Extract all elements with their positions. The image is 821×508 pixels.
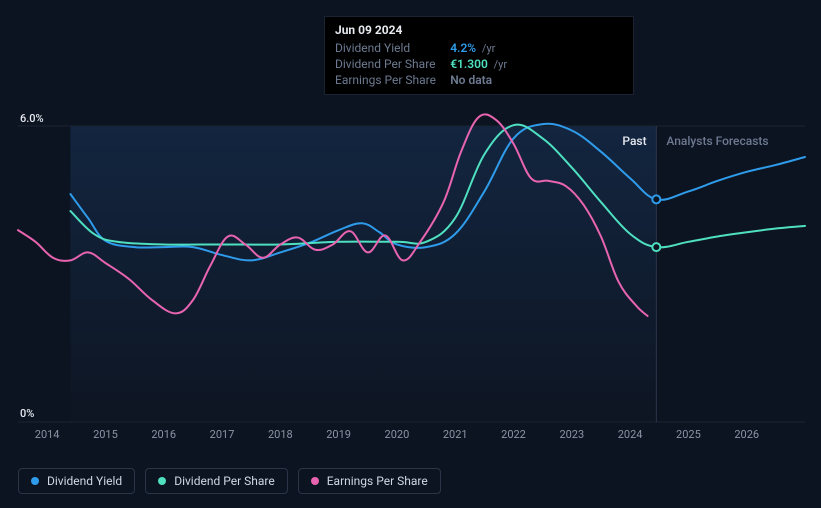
tooltip-table: Dividend Yield4.2% /yrDividend Per Share… xyxy=(335,40,623,88)
x-tick: 2018 xyxy=(268,428,293,441)
legend-dot-icon xyxy=(31,477,39,485)
legend-dot-icon xyxy=(311,477,319,485)
tooltip-row: Dividend Yield4.2% /yr xyxy=(335,40,623,56)
marker-dividend_per_share xyxy=(652,243,660,251)
x-tick: 2014 xyxy=(35,428,60,441)
tooltip-title: Jun 09 2024 xyxy=(335,23,623,37)
legend-label: Dividend Per Share xyxy=(174,474,275,488)
legend-item[interactable]: Earnings Per Share xyxy=(298,468,441,494)
past-label: Past xyxy=(622,134,646,148)
x-tick: 2020 xyxy=(385,428,410,441)
x-tick: 2015 xyxy=(93,428,118,441)
x-tick: 2025 xyxy=(676,428,701,441)
chart-legend: Dividend Yield Dividend Per Share Earnings… xyxy=(18,468,441,494)
tooltip-row: Earnings Per ShareNo data xyxy=(335,72,623,88)
x-tick: 2022 xyxy=(501,428,526,441)
x-tick: 2026 xyxy=(734,428,759,441)
chart-tooltip: Jun 09 2024 Dividend Yield4.2% /yrDivide… xyxy=(324,16,634,95)
legend-label: Dividend Yield xyxy=(47,474,122,488)
legend-label: Earnings Per Share xyxy=(327,474,428,488)
x-tick: 2024 xyxy=(618,428,643,441)
legend-item[interactable]: Dividend Per Share xyxy=(145,468,288,494)
x-tick: 2023 xyxy=(559,428,584,441)
x-tick: 2019 xyxy=(326,428,351,441)
tooltip-row: Dividend Per Share€1.300 /yr xyxy=(335,56,623,72)
marker-dividend_yield xyxy=(652,195,660,203)
x-tick: 2021 xyxy=(443,428,468,441)
legend-item[interactable]: Dividend Yield xyxy=(18,468,135,494)
forecast-label: Analysts Forecasts xyxy=(666,134,768,148)
x-tick: 2017 xyxy=(210,428,235,441)
legend-dot-icon xyxy=(158,477,166,485)
x-tick: 2016 xyxy=(151,428,176,441)
y-axis-max: 6.0% xyxy=(20,112,44,125)
y-axis-min: 0% xyxy=(20,407,34,420)
